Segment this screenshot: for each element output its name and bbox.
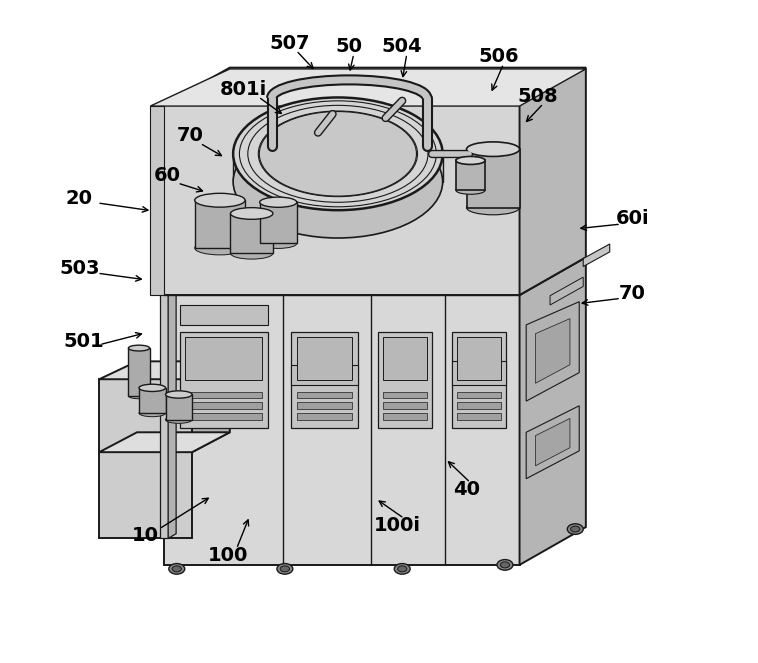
Text: 100: 100 <box>208 546 248 565</box>
Polygon shape <box>164 295 519 565</box>
Polygon shape <box>139 388 165 413</box>
Text: 60i: 60i <box>615 210 649 228</box>
Polygon shape <box>519 257 586 565</box>
Polygon shape <box>292 365 358 385</box>
Polygon shape <box>99 379 192 452</box>
Text: 60: 60 <box>153 166 180 185</box>
Polygon shape <box>519 68 586 295</box>
Polygon shape <box>535 319 570 383</box>
Ellipse shape <box>500 562 509 568</box>
Polygon shape <box>457 413 501 420</box>
Ellipse shape <box>169 564 185 574</box>
Polygon shape <box>526 302 579 401</box>
Ellipse shape <box>394 564 410 574</box>
Text: 40: 40 <box>453 480 480 499</box>
Ellipse shape <box>139 385 165 391</box>
Polygon shape <box>186 402 262 409</box>
Ellipse shape <box>128 393 149 398</box>
Ellipse shape <box>260 238 297 249</box>
Ellipse shape <box>165 416 192 424</box>
Ellipse shape <box>128 345 149 351</box>
Polygon shape <box>383 402 427 409</box>
Text: 10: 10 <box>132 526 159 544</box>
Ellipse shape <box>280 566 290 572</box>
Polygon shape <box>377 332 432 428</box>
Polygon shape <box>180 332 268 428</box>
Polygon shape <box>292 332 358 428</box>
Polygon shape <box>186 392 262 398</box>
Polygon shape <box>164 68 586 105</box>
Ellipse shape <box>397 566 407 572</box>
Ellipse shape <box>567 524 583 534</box>
Text: 504: 504 <box>382 37 422 56</box>
Ellipse shape <box>259 111 416 196</box>
Ellipse shape <box>456 186 485 194</box>
Text: 506: 506 <box>478 47 518 66</box>
Polygon shape <box>535 418 570 466</box>
Polygon shape <box>99 452 192 538</box>
Text: 503: 503 <box>59 259 99 278</box>
Polygon shape <box>164 257 586 295</box>
Polygon shape <box>457 337 501 380</box>
Polygon shape <box>583 244 609 267</box>
Ellipse shape <box>260 197 297 208</box>
Ellipse shape <box>466 142 519 156</box>
Polygon shape <box>128 348 149 396</box>
Polygon shape <box>457 392 501 398</box>
Polygon shape <box>230 213 273 253</box>
Polygon shape <box>457 402 501 409</box>
Text: 801i: 801i <box>220 80 267 99</box>
Polygon shape <box>452 361 506 385</box>
Polygon shape <box>192 361 230 452</box>
Polygon shape <box>297 413 352 420</box>
Ellipse shape <box>571 526 580 532</box>
Polygon shape <box>297 392 352 398</box>
Polygon shape <box>526 406 579 479</box>
Text: 50: 50 <box>336 37 362 56</box>
Polygon shape <box>383 392 427 398</box>
Polygon shape <box>165 394 192 420</box>
Text: 508: 508 <box>518 87 559 105</box>
Ellipse shape <box>456 156 485 164</box>
Polygon shape <box>180 305 268 325</box>
Polygon shape <box>99 432 230 452</box>
Ellipse shape <box>195 194 245 207</box>
Ellipse shape <box>139 410 165 417</box>
Ellipse shape <box>230 208 273 219</box>
Polygon shape <box>297 402 352 409</box>
Polygon shape <box>99 361 230 379</box>
Polygon shape <box>456 160 485 190</box>
Text: 507: 507 <box>269 34 310 52</box>
Text: 70: 70 <box>619 284 646 302</box>
Ellipse shape <box>497 560 513 570</box>
Ellipse shape <box>195 241 245 255</box>
Polygon shape <box>164 105 519 295</box>
Polygon shape <box>195 200 245 248</box>
Ellipse shape <box>233 125 443 238</box>
Text: 501: 501 <box>64 332 105 351</box>
Polygon shape <box>383 413 427 420</box>
Polygon shape <box>186 413 262 420</box>
Text: 20: 20 <box>66 190 92 208</box>
Polygon shape <box>383 337 427 380</box>
Polygon shape <box>233 154 443 182</box>
Polygon shape <box>150 69 586 106</box>
Text: 70: 70 <box>177 127 203 145</box>
Polygon shape <box>260 202 297 243</box>
Polygon shape <box>168 101 176 538</box>
Polygon shape <box>186 337 262 380</box>
Ellipse shape <box>233 97 443 210</box>
Ellipse shape <box>230 247 273 259</box>
Ellipse shape <box>466 200 519 215</box>
Text: 100i: 100i <box>374 516 421 534</box>
Polygon shape <box>297 337 352 380</box>
Polygon shape <box>160 105 168 538</box>
Ellipse shape <box>277 564 293 574</box>
Polygon shape <box>550 277 583 305</box>
Polygon shape <box>452 332 506 428</box>
Polygon shape <box>150 106 164 295</box>
Ellipse shape <box>172 566 181 572</box>
Polygon shape <box>466 149 519 208</box>
Ellipse shape <box>165 391 192 398</box>
